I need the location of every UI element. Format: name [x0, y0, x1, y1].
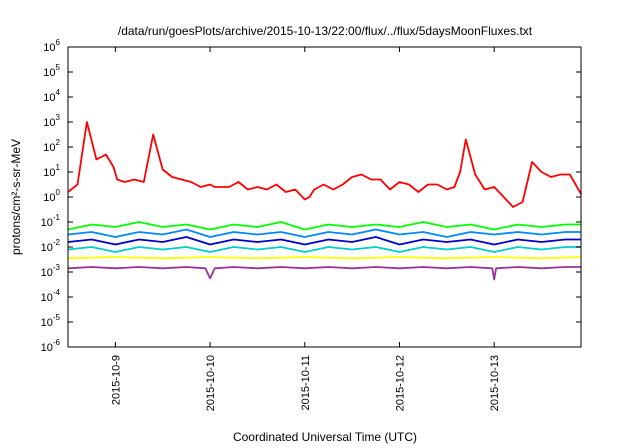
y-tick-exponent: 4 — [56, 88, 61, 97]
y-tick-mantissa: 10 — [41, 317, 53, 329]
y-tick-label: 10-3 — [41, 263, 61, 279]
chart-title: /data/run/goesPlots/archive/2015-10-13/2… — [118, 24, 533, 38]
y-tick-label: 104 — [43, 88, 60, 104]
x-tick-label: 2015-10-11 — [300, 355, 312, 410]
y-tick-mantissa: 10 — [41, 292, 53, 304]
y-tick-exponent: 2 — [56, 138, 61, 147]
plot-frame — [67, 46, 582, 348]
y-tick-exponent: 3 — [56, 113, 61, 122]
series-line-3 — [67, 236, 582, 246]
x-axis-label: Coordinated Universal Time (UTC) — [233, 430, 417, 444]
y-tick-exponent: 5 — [56, 63, 61, 72]
y-tick-mantissa: 10 — [41, 217, 53, 229]
series-line-4 — [67, 246, 582, 253]
x-tick-label: 2015-10-13 — [489, 355, 501, 411]
y-tick-exponent: -4 — [53, 288, 61, 297]
y-tick-label: 105 — [43, 63, 60, 79]
y-tick-label: 10-1 — [41, 213, 61, 229]
y-tick-mantissa: 10 — [43, 142, 55, 154]
y-tick-exponent: 1 — [56, 163, 61, 172]
y-tick-mantissa: 10 — [43, 117, 55, 129]
y-tick-exponent: -1 — [53, 213, 61, 222]
y-tick-mantissa: 10 — [43, 167, 55, 179]
y-tick-exponent: -6 — [53, 338, 61, 347]
series-line-6 — [67, 266, 582, 281]
y-tick-label: 10-5 — [41, 313, 61, 329]
y-tick-mantissa: 10 — [41, 342, 53, 354]
y-tick-label: 10-2 — [41, 238, 61, 254]
y-tick-mantissa: 10 — [41, 267, 53, 279]
series-line-1 — [67, 221, 582, 231]
x-tick-label: 2015-10-9 — [110, 355, 122, 405]
y-tick-label: 102 — [43, 138, 60, 154]
y-tick-label: 103 — [43, 113, 60, 129]
y-tick-exponent: -2 — [53, 238, 61, 247]
x-tick-label: 2015-10-12 — [394, 355, 406, 411]
y-tick-exponent: 6 — [56, 38, 61, 47]
y-tick-mantissa: 10 — [43, 67, 55, 79]
y-tick-label: 106 — [43, 38, 60, 54]
y-tick-exponent: -5 — [53, 313, 61, 322]
series-line-5 — [67, 256, 582, 260]
y-tick-label: 10-6 — [41, 338, 61, 354]
y-tick-label: 100 — [43, 188, 60, 204]
x-axis: 2015-10-9 2015-10-10 2015-10-11 2015-10-12 2… — [110, 47, 501, 411]
y-tick-mantissa: 10 — [43, 92, 55, 104]
x-tick-label: 2015-10-10 — [205, 355, 217, 411]
y-axis: 10-610-510-410-310-210-11001011021031041… — [41, 38, 581, 354]
y-axis-label: protons/cm²-s-sr-MeV — [9, 139, 23, 255]
plot-area — [67, 121, 583, 281]
y-tick-mantissa: 10 — [41, 242, 53, 254]
series-line-0 — [67, 121, 583, 208]
y-tick-label: 101 — [43, 163, 60, 179]
y-tick-exponent: -3 — [53, 263, 61, 272]
y-tick-mantissa: 10 — [43, 42, 55, 54]
y-tick-mantissa: 10 — [43, 192, 55, 204]
y-tick-label: 10-4 — [41, 288, 61, 304]
y-tick-exponent: 0 — [56, 188, 61, 197]
series-line-2 — [67, 228, 582, 238]
